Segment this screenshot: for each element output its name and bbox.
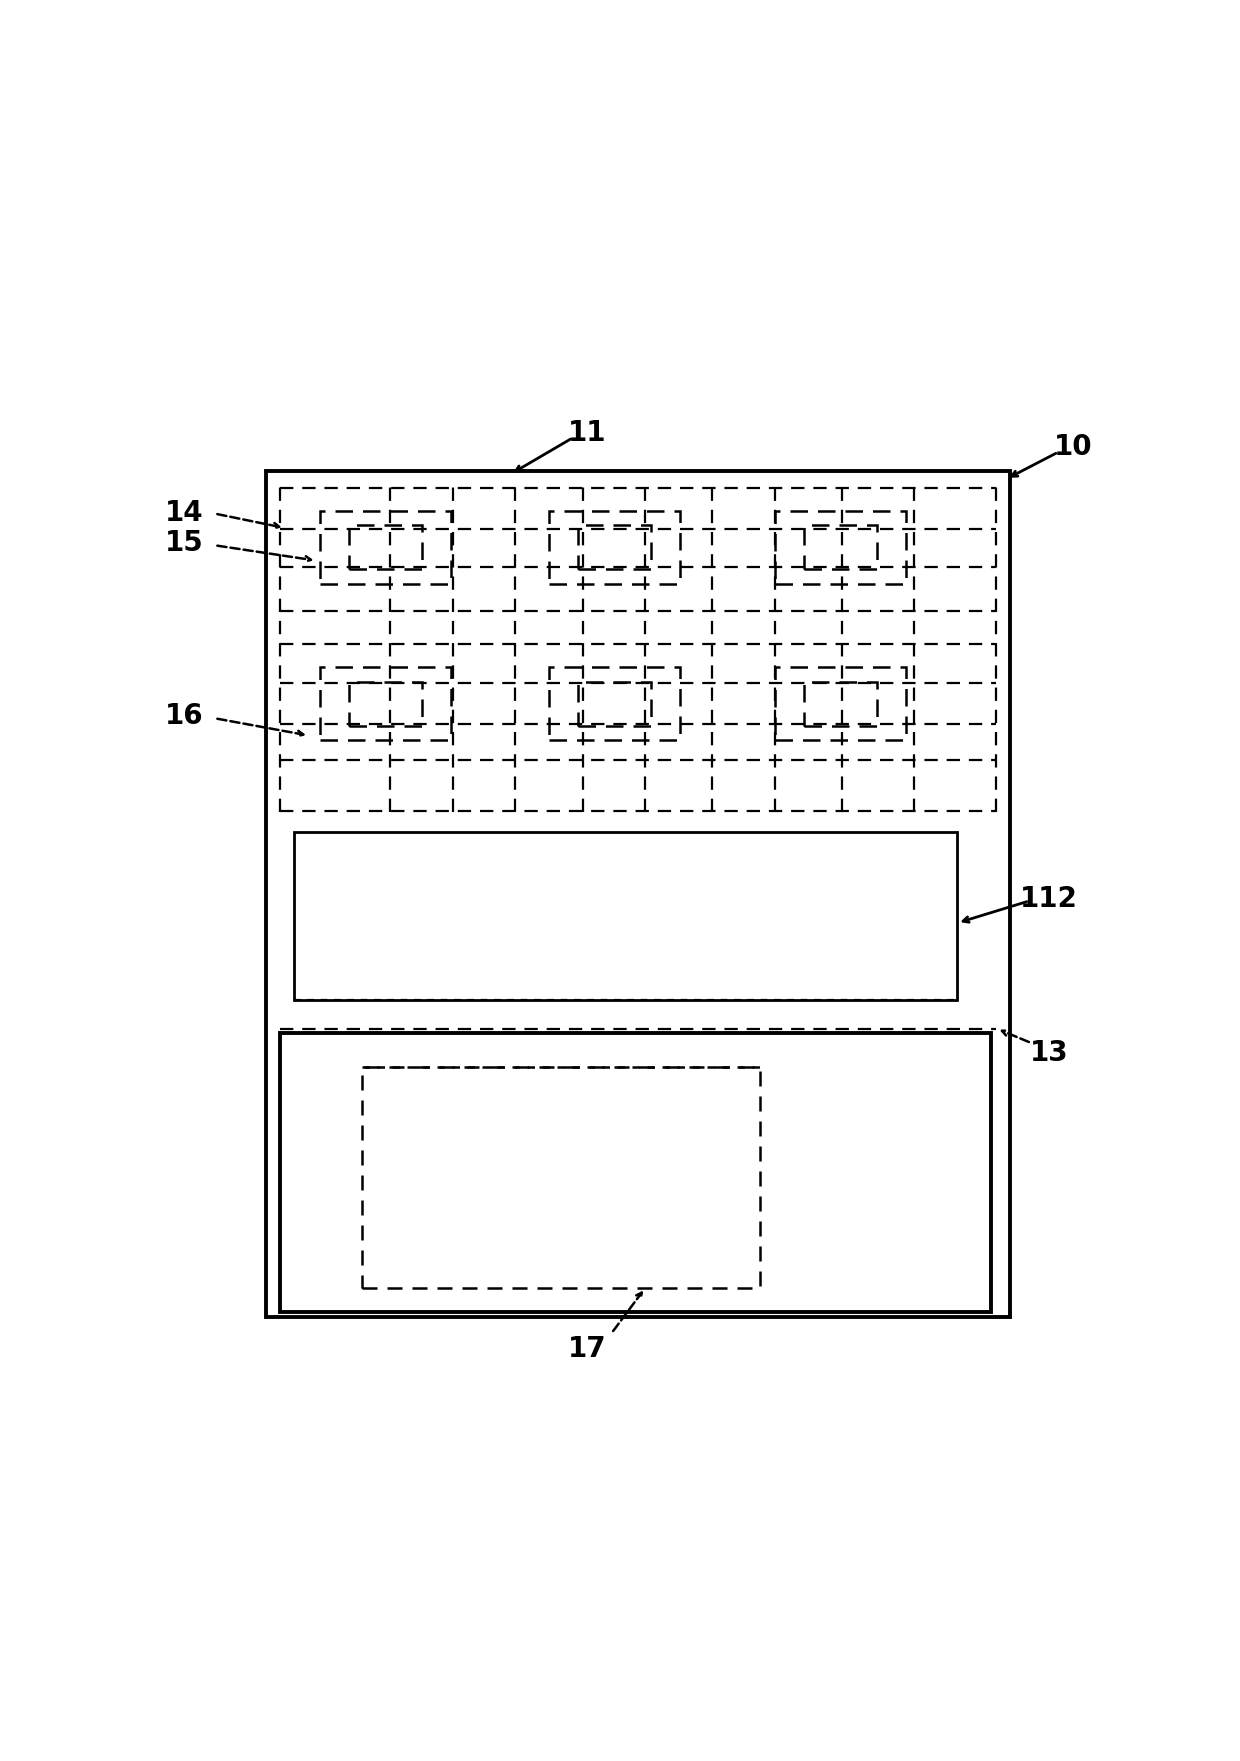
Text: 13: 13: [1029, 1039, 1068, 1067]
Bar: [265, 472, 1011, 1317]
Bar: [549, 511, 680, 583]
Bar: [320, 511, 451, 583]
Bar: [578, 682, 651, 726]
Text: 10: 10: [1054, 433, 1092, 461]
Text: 15: 15: [165, 530, 203, 556]
Bar: [350, 682, 422, 726]
Bar: [804, 682, 877, 726]
Bar: [280, 1034, 991, 1312]
Bar: [294, 831, 957, 1000]
Bar: [775, 667, 905, 740]
Bar: [578, 525, 651, 569]
Text: 16: 16: [165, 703, 203, 731]
Text: 11: 11: [568, 419, 606, 447]
Bar: [804, 525, 877, 569]
Text: 14: 14: [165, 498, 203, 527]
Text: 112: 112: [1019, 886, 1078, 912]
Text: 17: 17: [568, 1335, 606, 1363]
Bar: [350, 525, 422, 569]
Bar: [549, 667, 680, 740]
Bar: [362, 1067, 760, 1287]
Bar: [320, 667, 451, 740]
Bar: [775, 511, 905, 583]
